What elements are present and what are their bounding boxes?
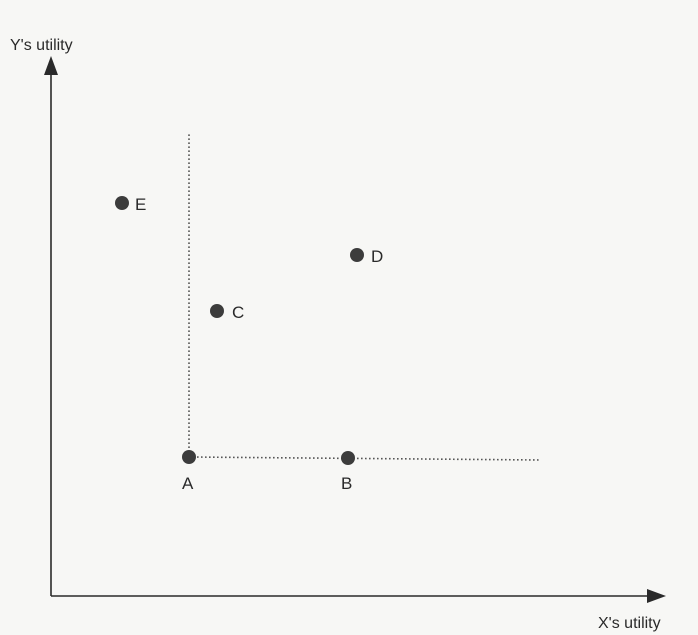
point-e-label: E bbox=[135, 195, 146, 214]
y-axis-title: Y's utility bbox=[10, 37, 73, 54]
y-axis-arrow bbox=[44, 56, 58, 75]
point-e bbox=[115, 196, 129, 210]
point-a bbox=[182, 450, 196, 464]
point-b bbox=[341, 451, 355, 465]
point-d bbox=[350, 248, 364, 262]
x-axis-arrow bbox=[647, 589, 666, 603]
point-c-label: C bbox=[232, 303, 244, 322]
point-b-label: B bbox=[341, 474, 352, 493]
point-a-label: A bbox=[182, 474, 194, 493]
point-c bbox=[210, 304, 224, 318]
x-axis-title: X's utility bbox=[598, 615, 661, 632]
point-d-label: D bbox=[371, 247, 383, 266]
horizontal-guide-line bbox=[188, 456, 541, 461]
